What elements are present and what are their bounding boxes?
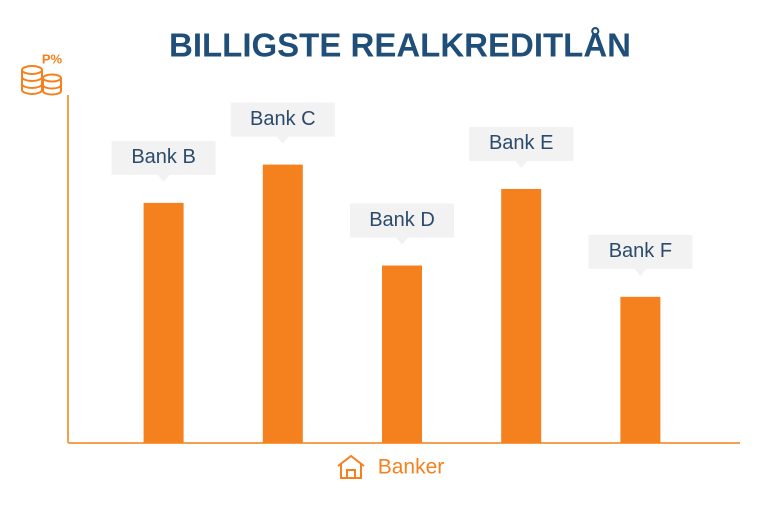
bar [143,202,184,443]
x-axis-icon [337,454,365,479]
x-axis-label: Banker [378,456,445,479]
category-label: Bank F [609,240,672,262]
category-label: Bank E [489,132,553,154]
chart-title: BILLIGSTE REALKREDITLÅN [169,27,631,64]
bar [501,188,542,443]
y-axis-label: P% [42,51,63,66]
label-callout [350,203,454,245]
bar [262,164,303,443]
bar [382,265,422,443]
category-label: Bank C [250,108,316,130]
label-callout [588,234,693,276]
label-callout [230,102,335,144]
bar [620,296,661,443]
category-label: Bank D [369,209,435,231]
label-callout [111,140,216,182]
y-axis-icon [21,65,62,96]
category-label: Bank B [131,146,195,168]
label-callout [469,126,574,168]
